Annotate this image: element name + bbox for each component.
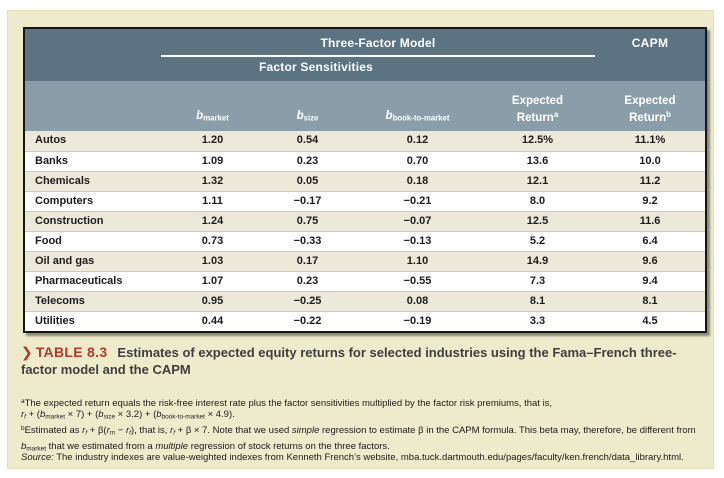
- heading-underline: [161, 55, 595, 57]
- table-column-headers: bmarket bsize bbook-to-market Expected R…: [25, 81, 705, 131]
- column-header-b-market: bmarket: [196, 110, 229, 123]
- source-note: Source: The industry indexes are value-w…: [21, 452, 684, 463]
- expected-return-capm-value: 9.6: [642, 255, 658, 267]
- expected-return-ff-value: 12.1: [526, 175, 549, 187]
- content-panel: Three-Factor Model Factor Sensitivities …: [7, 10, 714, 469]
- b-size-value: −0.17: [293, 195, 322, 207]
- table-row-chemicals: Chemicals 1.32 0.05 0.18 12.1 11.2: [25, 171, 705, 191]
- industry-label: Banks: [35, 155, 69, 167]
- table-body: Autos 1.20 0.54 0.12 12.5% 11.1% Banks 1…: [25, 131, 705, 331]
- caption-text: Estimates of expected equity returns for…: [21, 345, 677, 377]
- b-book-to-market-value: 1.10: [406, 255, 429, 267]
- b-book-to-market-value: 0.08: [406, 295, 429, 307]
- column-header-b-book-to-market: bbook-to-market: [385, 110, 450, 123]
- b-book-to-market-value: −0.21: [403, 195, 432, 207]
- b-size-value: 0.75: [296, 215, 319, 227]
- b-book-to-market-value: 0.18: [406, 175, 429, 187]
- b-book-to-market-value: −0.13: [403, 235, 432, 247]
- b-book-to-market-value: 0.12: [406, 134, 429, 146]
- expected-label: Expected: [624, 95, 676, 108]
- expected-return-capm-value: 11.2: [639, 175, 661, 187]
- industry-label: Food: [35, 235, 62, 247]
- expected-return-ff-value: 8.1: [529, 295, 546, 307]
- table-header-top: Three-Factor Model Factor Sensitivities …: [25, 29, 705, 81]
- table-row-banks: Banks 1.09 0.23 0.70 13.6 10.0: [25, 151, 705, 171]
- b-market-value: 0.44: [201, 315, 224, 327]
- expected-return-ff-value: 12.5%: [521, 134, 554, 146]
- b-market-value: 0.95: [201, 295, 224, 307]
- table-row-utilities: Utilities 0.44 −0.22 −0.19 3.3 4.5: [25, 311, 705, 331]
- footnote-a: aThe expected return equals the risk-fre…: [21, 398, 553, 410]
- expected-return-capm-value: 9.2: [642, 195, 658, 207]
- capm-heading: CAPM: [631, 36, 669, 50]
- industry-label: Computers: [35, 195, 94, 207]
- expected-label: Expected: [511, 95, 564, 108]
- expected-return-capm-value: 11.1%: [634, 134, 666, 146]
- b-book-to-market-value: −0.19: [403, 315, 432, 327]
- table-caption: ❯ TABLE 8.3 Estimates of expected equity r…: [21, 344, 706, 378]
- expected-return-capm-value: 10.0: [639, 155, 661, 167]
- column-header-expected-return-capm: Expected Returnb: [595, 95, 705, 125]
- b-market-value: 1.20: [201, 134, 224, 146]
- b-size-value: 0.23: [296, 155, 319, 167]
- industry-label: Telecoms: [35, 295, 85, 307]
- expected-return-capm-value: 11.6: [639, 215, 661, 227]
- b-size-value: 0.05: [296, 175, 319, 187]
- b-size-value: 0.54: [296, 134, 319, 146]
- expected-return-capm-value: 4.5: [642, 315, 658, 327]
- footnote-a-formula: rf + (bmarket × 7) + (bsize × 3.2) + (bb…: [21, 409, 235, 421]
- b-size-value: −0.33: [293, 235, 322, 247]
- factor-sensitivities-heading: Factor Sensitivities: [258, 60, 374, 74]
- column-header-expected-return-ff: Expected Returna: [480, 95, 595, 125]
- footnote-b: bEstimated as rf + β(rm − rf), that is, …: [21, 425, 696, 453]
- industry-label: Pharmaceuticals: [35, 275, 123, 287]
- expected-return-ff-value: 12.5: [526, 215, 549, 227]
- b-market-value: 1.32: [201, 175, 224, 187]
- table-row-food: Food 0.73 −0.33 −0.13 5.2 6.4: [25, 231, 705, 251]
- b-market-value: 0.73: [201, 235, 224, 247]
- b-book-to-market-value: −0.07: [403, 215, 432, 227]
- industry-label: Construction: [35, 215, 104, 227]
- expected-return-capm-value: 9.4: [642, 275, 658, 287]
- expected-return-capm-value: 8.1: [642, 295, 658, 307]
- expected-return-ff-value: 8.0: [529, 195, 546, 207]
- b-market-value: 1.24: [201, 215, 224, 227]
- industry-label: Utilities: [35, 315, 75, 327]
- expected-return-ff-value: 3.3: [529, 315, 546, 327]
- b-size-value: 0.23: [296, 275, 319, 287]
- expected-return-ff-value: 7.3: [529, 275, 546, 287]
- industry-label: Autos: [35, 134, 67, 146]
- b-size-value: −0.25: [293, 295, 322, 307]
- industry-label: Oil and gas: [35, 255, 95, 267]
- b-size-value: 0.17: [296, 255, 319, 267]
- expected-return-ff-value: 13.6: [526, 155, 549, 167]
- b-size-value: −0.22: [293, 315, 322, 327]
- industry-label: Chemicals: [35, 175, 91, 187]
- b-market-value: 1.09: [201, 155, 224, 167]
- table-row-computers: Computers 1.11 −0.17 −0.21 8.0 9.2: [25, 191, 705, 211]
- table-row-construction: Construction 1.24 0.75 −0.07 12.5 11.6: [25, 211, 705, 231]
- b-market-value: 1.03: [201, 255, 224, 267]
- table-row-autos: Autos 1.20 0.54 0.12 12.5% 11.1%: [25, 131, 705, 151]
- expected-return-ff-value: 14.9: [526, 255, 549, 267]
- b-market-value: 1.11: [202, 195, 223, 207]
- expected-return-ff-value: 5.2: [529, 235, 546, 247]
- table-row-pharmaceuticals: Pharmaceuticals 1.07 0.23 −0.55 7.3 9.4: [25, 271, 705, 291]
- expected-return-capm-value: 6.4: [642, 235, 658, 247]
- table-row-telecoms: Telecoms 0.95 −0.25 0.08 8.1 8.1: [25, 291, 705, 311]
- caption-arrow-icon: ❯: [21, 344, 33, 360]
- b-book-to-market-value: 0.70: [406, 155, 429, 167]
- table-number-label: TABLE 8.3: [35, 344, 108, 360]
- return-a-label: Returna: [516, 110, 559, 124]
- table-row-oil-and-gas: Oil and gas 1.03 0.17 1.10 14.9 9.6: [25, 251, 705, 271]
- return-b-label: Returnb: [629, 110, 671, 124]
- table-8-3: Three-Factor Model Factor Sensitivities …: [23, 27, 707, 333]
- b-book-to-market-value: −0.55: [403, 275, 432, 287]
- three-factor-model-heading: Three-Factor Model: [320, 36, 436, 50]
- b-market-value: 1.07: [201, 275, 224, 287]
- column-header-b-size: bsize: [296, 110, 319, 123]
